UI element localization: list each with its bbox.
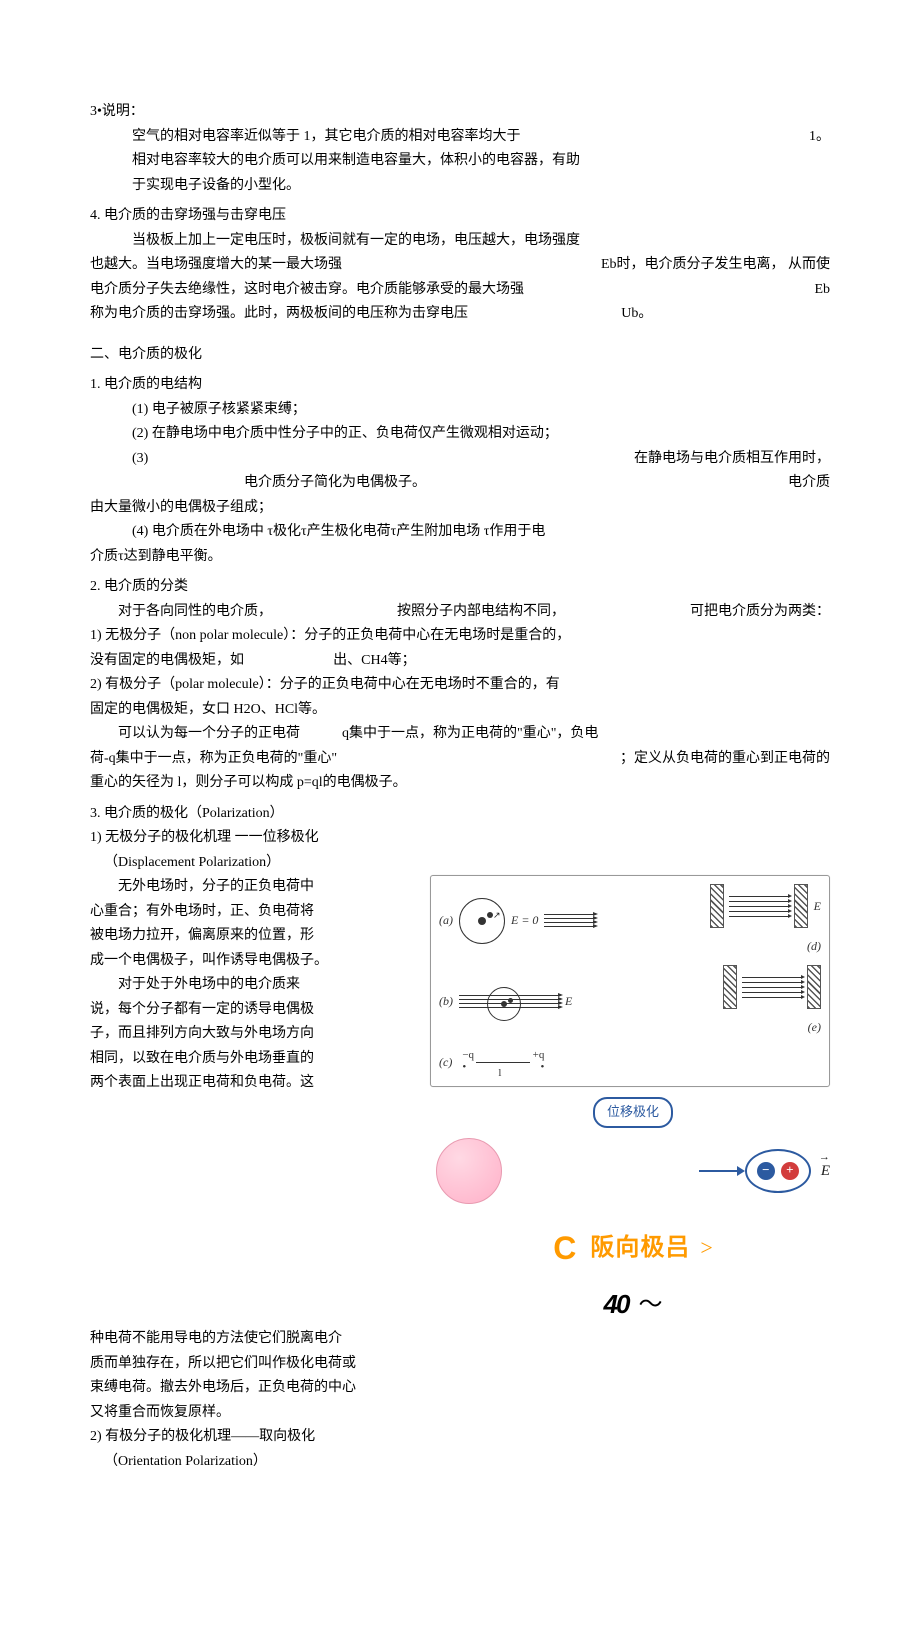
pos-ball-icon: +	[781, 1162, 799, 1180]
p3-sub1-l1: 无外电场时，分子的正负电荷中	[90, 875, 420, 900]
p2-l2: 1) 无极分子（non polar molecule）：分子的正负电荷中心在无电…	[90, 624, 830, 649]
p2-l7b: ；定义从负电荷的重心到正电荷的	[620, 747, 830, 772]
p3-two-col: 无外电场时，分子的正负电荷中 心重合；有外电场时，正、负电荷将 被电场力拉开，偏…	[90, 875, 830, 1327]
fig-label-e: (e)	[808, 1017, 821, 1038]
pink-circle-icon	[436, 1138, 502, 1204]
p3-sub1-en: （Displacement Polarization）	[90, 851, 830, 876]
p2-l1b: 按照分子内部电结构不同，	[369, 600, 565, 625]
p1-heading: 1. 电介质的电结构	[90, 373, 830, 398]
p3-left-text: 无外电场时，分子的正负电荷中 心重合；有外电场时，正、负电荷将 被电场力拉开，偏…	[90, 875, 420, 1327]
s4-l4b: Ub。	[621, 302, 652, 327]
p1-list: (1) 电子被原子核紧紧束缚； (2) 在静电场中电介质中性分子中的正、负电荷仅…	[90, 398, 830, 496]
p3-sub1-l6: 说，每个分子都有一定的诱导电偶极	[90, 998, 420, 1023]
p1-i3a: (3)	[132, 447, 148, 472]
dipole-ring-icon: − +	[745, 1149, 811, 1193]
p1-i3b: 在静电场与电介质相互作用时，	[634, 447, 830, 472]
p2-l1c: 可把电介质分为两类：	[662, 600, 830, 625]
orient-num: 40	[604, 1282, 629, 1328]
orient-slash: 〜	[638, 1284, 662, 1326]
fig-label-c: (c)	[439, 1052, 452, 1073]
p2-l6a: 可以认为每一个分子的正电荷	[90, 722, 300, 747]
p2-l3b: 出、CH4等；	[333, 649, 415, 674]
p2-heading: 2. 电介质的分类	[90, 575, 830, 600]
p1-i2: (2) 在静电场中电介质中性分子中的正、负电荷仅产生微观相对运动；	[132, 422, 830, 447]
p2-l7a: 荷-q集中于一点，称为正负电荷的"重心"	[90, 747, 337, 772]
s3-l1a: 空气的相对电容率近似等于 1，其它电介质的相对电容率均大于	[132, 125, 521, 150]
fig-label-b: (b)	[439, 991, 453, 1012]
s4-l3a: 电介质分子失去绝缘性，这时电介被击穿。电介质能够承受的最大场强	[90, 278, 524, 303]
s3-heading: 3•说明：	[90, 100, 830, 125]
p2-l3a: 没有固定的电偶极矩，如	[90, 649, 244, 674]
fig-a-caption: E = 0	[511, 910, 538, 931]
p3-heading: 3. 电介质的极化（Polarization）	[90, 802, 830, 827]
fig-a-sketch: ↗	[459, 898, 505, 944]
orient-text: 阪向极吕	[590, 1227, 690, 1269]
fig-label-d: (d)	[807, 936, 821, 957]
p3-right-figures: (a) ↗ E = 0	[430, 875, 830, 1327]
s4-heading: 4. 电介质的击穿场强与击穿电压	[90, 204, 830, 229]
p1-i3e: 由大量微小的电偶极子组成；	[90, 496, 830, 521]
s3-l2: 相对电容率较大的电介质可以用来制造电容量大，体积小的电容器，有助	[132, 149, 830, 174]
p1-i4b: 介质τ达到静电平衡。	[90, 545, 830, 570]
p3-sub1-l9: 两个表面上出现正电荷和负电荷。这	[90, 1071, 420, 1096]
sec2-heading: 二、电介质的极化	[90, 343, 830, 368]
orient-c: C	[553, 1220, 576, 1276]
p3-sub1-l2: 心重合；有外电场时，正、负电荷将	[90, 900, 420, 925]
p2-l1a: 对于各向同性的电介质，	[90, 600, 272, 625]
s4-l2a: 也越大。当电场强度增大的某一最大场强	[90, 253, 342, 278]
p3-sub1-w4: 又将重合而恢复原样。	[90, 1401, 830, 1426]
p3-sub1-heading: 1) 无极分子的极化机理 一一位移极化	[90, 826, 830, 851]
fig-d-sketch: E	[710, 884, 821, 928]
p2-l6b: q集中于一点，称为正电荷的"重心"，负电	[300, 722, 830, 747]
fig-label-a: (a)	[439, 910, 453, 931]
p3-sub1-l8: 相同，以致在电介质与外电场垂直的	[90, 1047, 420, 1072]
color-polarization-figure: 位移极化 − + E C	[430, 1091, 830, 1327]
p3-sub2-en: （Orientation Polarization）	[90, 1450, 830, 1475]
s4-l3b: Eb	[814, 278, 830, 303]
pill-displacement: 位移极化	[593, 1097, 673, 1128]
polarization-diagram-box: (a) ↗ E = 0	[430, 875, 830, 1087]
s3-l3: 于实现电子设备的小型化。	[132, 174, 830, 199]
p3-sub1-l4: 成一个电偶极子，叫作诱导电偶极子。	[90, 949, 420, 974]
p3-sub1-l3: 被电场力拉开，偏离原来的位置，形	[90, 924, 420, 949]
p3-sub1-l7: 子，而且排列方向大致与外电场方向	[90, 1022, 420, 1047]
fig-c-l: l	[498, 1064, 501, 1083]
polarization-diagram-grid: (a) ↗ E = 0	[439, 884, 821, 1078]
p3-sub1-w1: 种电荷不能用导电的方法使它们脱离电介	[90, 1327, 830, 1352]
p2-l5: 固定的电偶极矩，女口 H2O、HCl等。	[90, 698, 830, 723]
s3-l1b: 1。	[809, 125, 830, 150]
s4-l1: 当极板上加上一定电压时，极板间就有一定的电场，电压越大，电场强度	[90, 229, 830, 254]
fig-b-E: E	[565, 991, 572, 1012]
p3-sub2-heading: 2) 有极分子的极化机理——取向极化	[90, 1425, 830, 1450]
s3-body: 空气的相对电容率近似等于 1，其它电介质的相对电容率均大于 1。 相对电容率较大…	[90, 125, 830, 199]
fig-c-sketch: −q • +q • l	[458, 1046, 548, 1078]
p3-sub1-w2: 质而单独存在，所以把它们叫作极化电荷或	[90, 1352, 830, 1377]
p1-i1: (1) 电子被原子核紧紧束缚；	[132, 398, 830, 423]
vec-e-label: E	[817, 1158, 830, 1184]
p1-i4a: (4) 电介质在外电场中 τ极化τ产生极化电荷τ产生附加电场 τ作用于电	[90, 520, 830, 545]
neg-ball-icon: −	[757, 1162, 775, 1180]
p1-i3d: 电介质	[788, 471, 830, 496]
s4-l2b: Eb时，电介质分子发生电离， 从而使	[601, 253, 830, 278]
fig-b-sketch	[459, 995, 559, 1008]
page: 3•说明： 空气的相对电容率近似等于 1，其它电介质的相对电容率均大于 1。 相…	[0, 0, 920, 1534]
s4-l4a: 称为电介质的击穿场强。此时，两极板间的电压称为击穿电压	[90, 302, 468, 327]
orient-tail: >	[700, 1229, 712, 1268]
p2-l8: 重心的矢径为 l，则分子可以构成 p=ql的电偶极子。	[90, 771, 830, 796]
p2-l4: 2) 有极分子（polar molecule）：分子的正负电荷中心在无电场时不重…	[90, 673, 830, 698]
p1-i3c: 电介质分子简化为电偶极子。	[244, 471, 426, 496]
p3-sub1-w3: 束缚电荷。撤去外电场后，正负电荷的中心	[90, 1376, 830, 1401]
p3-sub1-l5: 对于处于外电场中的电介质来	[90, 973, 420, 998]
fig-e-sketch	[723, 965, 821, 1009]
fig-d-E: E	[814, 896, 821, 917]
fig-a-lines	[544, 914, 594, 927]
